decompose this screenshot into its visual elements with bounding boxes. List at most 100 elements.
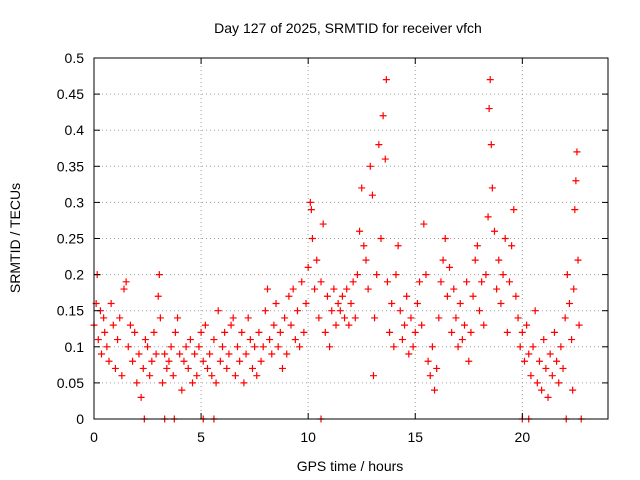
data-point (441, 235, 449, 242)
data-point (139, 364, 147, 372)
data-point (559, 364, 567, 372)
data-point (503, 328, 511, 336)
data-point (381, 155, 389, 163)
data-point (478, 278, 486, 286)
data-point (100, 314, 108, 322)
x-axis-label: GPS time / hours (297, 458, 404, 474)
data-point (144, 343, 152, 351)
data-point (433, 364, 441, 372)
data-point (428, 343, 436, 351)
data-point (291, 336, 299, 344)
x-tick-label: 0 (90, 429, 98, 445)
data-point (214, 307, 222, 315)
data-point (233, 343, 241, 351)
data-point (287, 321, 295, 329)
data-point (482, 271, 490, 279)
data-point (146, 372, 154, 380)
data-point (390, 343, 398, 351)
data-point (336, 307, 344, 315)
data-point (257, 357, 265, 365)
data-point (407, 314, 415, 322)
y-tick-label: 0.05 (57, 375, 84, 391)
data-point (456, 299, 464, 307)
data-point (443, 292, 451, 300)
data-point (189, 379, 197, 387)
data-point (332, 321, 340, 329)
data-point (518, 328, 526, 336)
data-point (308, 235, 316, 242)
data-point (544, 393, 552, 401)
data-point (575, 321, 583, 329)
data-point (437, 278, 445, 286)
grid (94, 58, 608, 419)
data-point (514, 314, 522, 322)
data-point (394, 242, 402, 250)
data-point (133, 379, 141, 387)
data-point (240, 379, 248, 387)
data-point (499, 271, 507, 279)
data-point (159, 379, 167, 387)
data-point (152, 350, 160, 358)
data-point (366, 162, 374, 170)
data-point (392, 271, 400, 279)
data-point (403, 292, 411, 300)
data-point (525, 350, 533, 358)
data-point (467, 328, 475, 336)
y-tick-label: 0.3 (65, 194, 85, 210)
x-tick-label: 5 (197, 429, 205, 445)
data-point (289, 285, 297, 293)
data-point (573, 148, 581, 156)
data-point (242, 350, 250, 358)
data-point (510, 206, 518, 214)
data-point (546, 350, 554, 358)
data-point (535, 357, 543, 365)
data-point (487, 141, 495, 149)
data-point (452, 314, 460, 322)
data-point (101, 328, 109, 336)
data-point (369, 372, 377, 380)
data-point (304, 263, 312, 271)
data-point (219, 343, 226, 351)
data-point (148, 357, 156, 365)
data-point (171, 328, 179, 336)
data-point (307, 206, 315, 214)
data-point (454, 343, 462, 351)
data-point (122, 278, 130, 286)
data-point (501, 235, 509, 242)
data-point (321, 328, 329, 336)
data-point (270, 321, 278, 329)
data-point (540, 336, 548, 344)
data-point (388, 299, 396, 307)
data-point (422, 271, 430, 279)
data-point (343, 285, 351, 293)
data-point (197, 328, 205, 336)
data-point (229, 314, 237, 322)
data-point (283, 350, 291, 358)
data-point (362, 256, 370, 264)
data-point (529, 343, 537, 351)
data-point (109, 321, 117, 329)
data-point (561, 314, 569, 322)
data-point (131, 328, 139, 336)
data-point (212, 379, 220, 387)
data-point (364, 285, 372, 293)
data-point (446, 263, 454, 271)
data-point (571, 206, 579, 214)
data-point (493, 285, 501, 293)
y-tick-label: 0.35 (57, 158, 84, 174)
data-point (114, 336, 122, 344)
data-point (439, 256, 447, 264)
data-point (315, 314, 323, 322)
data-point (216, 357, 224, 365)
data-point (195, 343, 203, 351)
data-point (435, 314, 443, 322)
data-point (244, 314, 252, 322)
data-point (238, 328, 246, 336)
data-point (225, 350, 233, 358)
data-point (409, 343, 417, 351)
data-point (302, 299, 310, 307)
data-point (276, 328, 284, 336)
data-point (505, 278, 513, 286)
data-point (107, 299, 115, 307)
